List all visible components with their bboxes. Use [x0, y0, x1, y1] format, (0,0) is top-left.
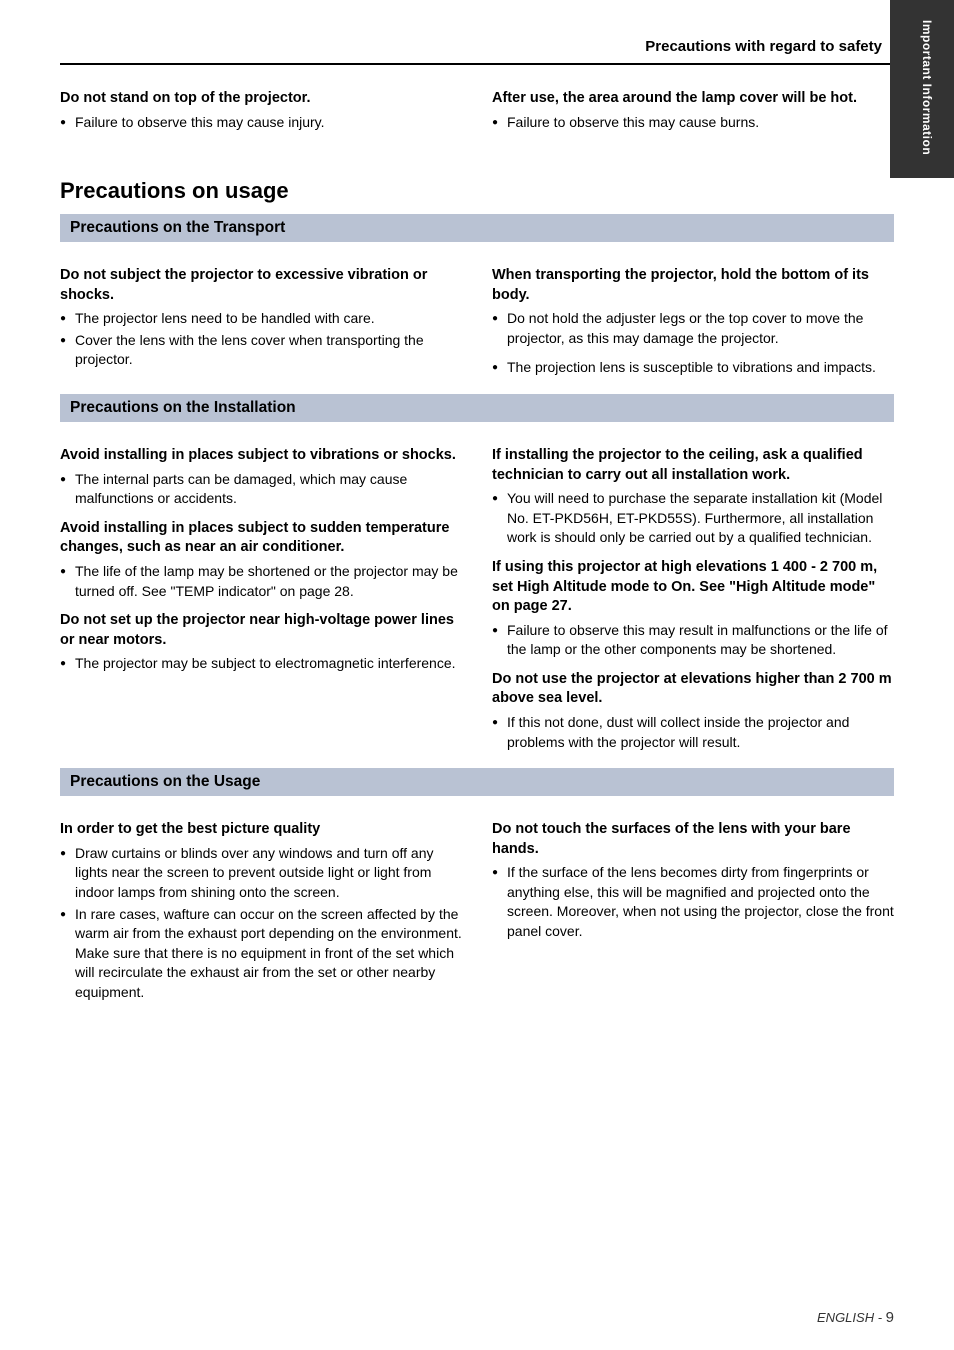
- transport-bar: Precautions on the Transport: [60, 214, 894, 242]
- install-right-b-heading: If using this projector at high elevatio…: [492, 558, 894, 617]
- install-right-a-heading: If installing the projector to the ceili…: [492, 446, 894, 485]
- list-item: If this not done, dust will collect insi…: [492, 713, 894, 752]
- list-item: You will need to purchase the separate i…: [492, 489, 894, 548]
- list-item: The projection lens is susceptible to vi…: [492, 358, 894, 378]
- page-number: 9: [886, 1309, 894, 1326]
- page-content: Precautions with regard to safety Do not…: [0, 0, 954, 1012]
- footer: ENGLISH - 9: [0, 1309, 954, 1326]
- usage-cols: In order to get the best picture quality…: [60, 810, 894, 1012]
- top-right-heading: After use, the area around the lamp cove…: [492, 89, 894, 109]
- usage-bar: Precautions on the Usage: [60, 768, 894, 796]
- transport-right-b-bullets: The projection lens is susceptible to vi…: [492, 358, 894, 378]
- transport-cols: Do not subject the projector to excessiv…: [60, 256, 894, 388]
- list-item: Failure to observe this may result in ma…: [492, 621, 894, 660]
- page-header-title: Precautions with regard to safety: [645, 38, 894, 57]
- install-left-c-heading: Do not set up the projector near high-vo…: [60, 611, 462, 650]
- header-area: Precautions with regard to safety: [60, 38, 894, 57]
- list-item: Failure to observe this may cause burns.: [492, 113, 894, 133]
- header-rule: [60, 63, 894, 65]
- list-item: If the surface of the lens becomes dirty…: [492, 863, 894, 941]
- transport-left-bullets: The projector lens need to be handled wi…: [60, 309, 462, 370]
- transport-right-a-bullets: Do not hold the adjuster legs or the top…: [492, 309, 894, 348]
- footer-lang: ENGLISH -: [817, 1310, 882, 1325]
- install-left-b-bullets: The life of the lamp may be shortened or…: [60, 562, 462, 601]
- usage-right-bullets: If the surface of the lens becomes dirty…: [492, 863, 894, 941]
- section-title: Precautions on usage: [60, 178, 894, 204]
- list-item: Draw curtains or blinds over any windows…: [60, 844, 462, 903]
- list-item: Cover the lens with the lens cover when …: [60, 331, 462, 370]
- install-left-a-heading: Avoid installing in places subject to vi…: [60, 446, 462, 466]
- top-left-bullets: Failure to observe this may cause injury…: [60, 113, 462, 133]
- list-item: The projector may be subject to electrom…: [60, 654, 462, 674]
- list-item: In rare cases, wafture can occur on the …: [60, 905, 462, 1003]
- list-item: The projector lens need to be handled wi…: [60, 309, 462, 329]
- install-bar: Precautions on the Installation: [60, 394, 894, 422]
- usage-left-bullets: Draw curtains or blinds over any windows…: [60, 844, 462, 1003]
- list-item: Failure to observe this may cause injury…: [60, 113, 462, 133]
- install-cols: Avoid installing in places subject to vi…: [60, 436, 894, 762]
- list-item: The life of the lamp may be shortened or…: [60, 562, 462, 601]
- install-right-a-bullets: You will need to purchase the separate i…: [492, 489, 894, 548]
- top-warnings: Do not stand on top of the projector. Fa…: [60, 79, 894, 142]
- install-right-b-bullets: Failure to observe this may result in ma…: [492, 621, 894, 660]
- install-left-c-bullets: The projector may be subject to electrom…: [60, 654, 462, 674]
- install-right-c-bullets: If this not done, dust will collect insi…: [492, 713, 894, 752]
- list-item: Do not hold the adjuster legs or the top…: [492, 309, 894, 348]
- install-left-b-heading: Avoid installing in places subject to su…: [60, 519, 462, 558]
- list-item: The internal parts can be damaged, which…: [60, 470, 462, 509]
- side-tab-label: Important Information: [920, 20, 934, 155]
- transport-left-heading: Do not subject the projector to excessiv…: [60, 266, 462, 305]
- install-left-a-bullets: The internal parts can be damaged, which…: [60, 470, 462, 509]
- transport-right-a-heading: When transporting the projector, hold th…: [492, 266, 894, 305]
- side-tab: Important Information: [890, 0, 954, 178]
- usage-left-heading: In order to get the best picture quality: [60, 820, 462, 840]
- install-right-c-heading: Do not use the projector at elevations h…: [492, 670, 894, 709]
- top-left-heading: Do not stand on top of the projector.: [60, 89, 462, 109]
- usage-right-heading: Do not touch the surfaces of the lens wi…: [492, 820, 894, 859]
- top-right-bullets: Failure to observe this may cause burns.: [492, 113, 894, 133]
